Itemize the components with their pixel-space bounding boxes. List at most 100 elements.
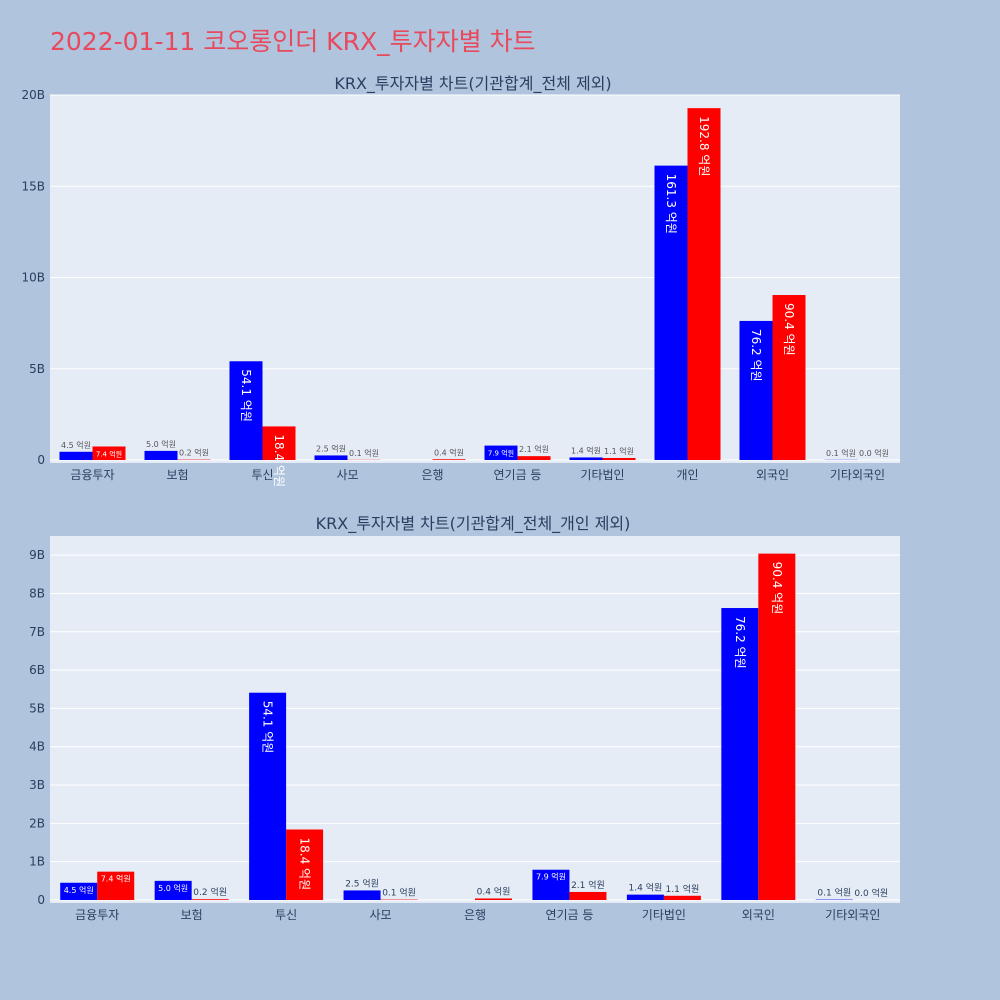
- chart-1-bar: [191, 899, 229, 900]
- chart-bottom: 0 1B 2B 3B 4B 5B 6B 7B 8B 9B KRX_투자자별 차트(기관합계_전체_개…: [29, 514, 900, 922]
- chart-0-data-label: 2.1 억원: [519, 444, 549, 454]
- chart-1-y-tick-label: 5B: [29, 701, 45, 715]
- chart-1-data-label: 7.4 억원: [101, 874, 131, 884]
- chart-1-data-label: 0.1 억원: [382, 887, 416, 899]
- chart-1-bar: [569, 891, 607, 900]
- chart-0-data-label: 0.0 억원: [859, 448, 889, 458]
- chart-1-bar: [154, 880, 192, 900]
- chart-1-x-tick-label: 연기금 등: [545, 908, 593, 922]
- chart-0-y-tick-label: 20B: [21, 88, 45, 102]
- chart-1-data-label: 1.1 억원: [666, 883, 700, 895]
- chart-0-data-label: 1.1 억원: [604, 446, 634, 456]
- chart-1-x-tick-label: 투신: [275, 908, 297, 922]
- chart-1-y-tick-label: 2B: [29, 816, 45, 830]
- chart-0-data-label: 192.8 억원: [697, 116, 711, 176]
- chart-1-x-tick-label: 사모: [370, 908, 392, 922]
- chart-0-bar: [517, 456, 551, 460]
- chart-1-bar: [626, 894, 664, 900]
- chart-0-bar: [739, 320, 773, 460]
- chart-0-data-label: 0.1 억원: [826, 448, 856, 458]
- chart-0-data-label: 0.1 억원: [349, 448, 379, 458]
- chart-1-data-label: 4.5 억원: [64, 885, 94, 895]
- chart-0-y-tick-label: 0: [37, 453, 45, 467]
- chart-1-y-tick-label: 8B: [29, 586, 45, 600]
- chart-1-x-tick-label: 은행: [464, 907, 486, 922]
- chart-1-data-label: 90.4 억원: [770, 562, 784, 615]
- chart-0-data-label: 76.2 억원: [749, 329, 763, 382]
- chart-0-x-tick-label: 개인: [676, 468, 698, 482]
- chart-1-bar: [249, 692, 287, 900]
- chart-0-bar: [262, 426, 296, 460]
- chart-0-bar: [484, 445, 518, 460]
- chart-0-bar: [92, 446, 126, 460]
- chart-0-bar: [602, 457, 636, 460]
- chart-0-data-label: 1.4 억원: [571, 445, 601, 455]
- chart-0-data-label: 2.5 억원: [316, 443, 346, 453]
- chart-1-bar: [758, 553, 796, 900]
- chart-1-y-tick-label: 3B: [29, 778, 45, 792]
- chart-1-bar: [97, 871, 135, 900]
- chart-0-data-label: 161.3 억원: [664, 174, 678, 234]
- page-title: 2022-01-11 코오롱인더 KRX_투자자별 차트: [50, 27, 536, 56]
- chart-1-data-label: 0.2 억원: [193, 886, 227, 898]
- chart-0-bar: [569, 457, 603, 460]
- chart-0-x-tick-label: 은행: [421, 467, 443, 482]
- chart-1-bar: [532, 869, 570, 900]
- chart-0-x-tick-label: 외국인: [756, 468, 789, 482]
- chart-1-data-label: 0.4 억원: [477, 885, 511, 897]
- chart-1-data-label: 76.2 억원: [733, 616, 747, 669]
- chart-0-x-tick-label: 기타법인: [580, 468, 624, 482]
- chart-0-bar: [654, 165, 688, 460]
- chart-1-data-label: 54.1 억원: [261, 701, 275, 754]
- chart-0-x-tick-label: 금융투자: [70, 468, 114, 482]
- chart-1-x-tick-label: 외국인: [742, 908, 775, 922]
- chart-1-bar: [475, 898, 512, 900]
- chart-0-x-tick-label: 사모: [336, 468, 358, 482]
- chart-0-y-tick-label: 10B: [21, 271, 45, 285]
- chart-1-x-tick-label: 보험: [181, 908, 203, 922]
- chart-0-data-label: 0.4 억원: [434, 447, 464, 457]
- chart-1-data-label: 1.4 억원: [629, 882, 663, 894]
- chart-1-data-label: 2.5 억원: [345, 877, 379, 889]
- chart-1-y-tick-label: 6B: [29, 663, 45, 677]
- chart-1-y-tick-label: 7B: [29, 625, 45, 639]
- chart-0-x-tick-label: 기타외국인: [830, 468, 885, 482]
- chart-0-data-label: 7.4 억원: [96, 449, 122, 458]
- chart-1-y-tick-label: 1B: [29, 855, 45, 869]
- chart-1-y-tick-label: 0: [37, 893, 45, 907]
- chart-0-bar: [687, 108, 721, 460]
- chart-1-x-tick-label: 기타외국인: [825, 908, 880, 922]
- chart-1-bar: [663, 895, 701, 900]
- chart-1-data-label: 7.9 억원: [536, 872, 566, 882]
- chart-0-title: KRX_투자자별 차트(기관합계_전체 제외): [334, 74, 611, 94]
- chart-0-data-label: 18.4 억원: [272, 434, 286, 487]
- chart-1-y-tick-label: 9B: [29, 548, 45, 562]
- chart-1-bar: [721, 608, 759, 900]
- chart-0-bar: [59, 451, 93, 460]
- chart-0-x-tick-label: 연기금 등: [494, 468, 542, 482]
- chart-1-data-label: 0.1 억원: [817, 887, 851, 899]
- chart-1-bar: [286, 829, 324, 900]
- chart-0-y-tick-label: 15B: [21, 179, 45, 193]
- chart-1-data-label: 5.0 억원: [158, 883, 188, 893]
- chart-1-x-tick-label: 기타법인: [642, 908, 686, 922]
- chart-1-x-tick-label: 금융투자: [75, 908, 119, 922]
- chart-0-bar: [144, 450, 178, 460]
- chart-1-y-tick-label: 4B: [29, 740, 45, 754]
- chart-0-bar: [229, 361, 263, 460]
- chart-0-bar: [772, 295, 806, 460]
- chart-0-data-label: 5.0 억원: [146, 439, 176, 449]
- chart-0-x-tick-label: 투신: [251, 468, 273, 482]
- chart-1-data-label: 0.0 억원: [854, 887, 888, 899]
- chart-0-bar: [314, 455, 348, 460]
- chart-0-y-tick-label: 5B: [29, 362, 45, 376]
- chart-0-bar: [432, 459, 466, 460]
- chart-0-data-label: 4.5 억원: [61, 440, 91, 450]
- chart-1-data-label: 18.4 억원: [298, 837, 312, 890]
- chart-0-data-label: 90.4 억원: [782, 303, 796, 356]
- chart-1-title: KRX_투자자별 차트(기관합계_전체_개인 제외): [316, 514, 631, 534]
- chart-1-data-label: 2.1 억원: [571, 879, 605, 891]
- chart-1-bar: [60, 882, 98, 900]
- chart-1-bar: [343, 890, 381, 900]
- chart-0-data-label: 7.9 억원: [488, 449, 514, 458]
